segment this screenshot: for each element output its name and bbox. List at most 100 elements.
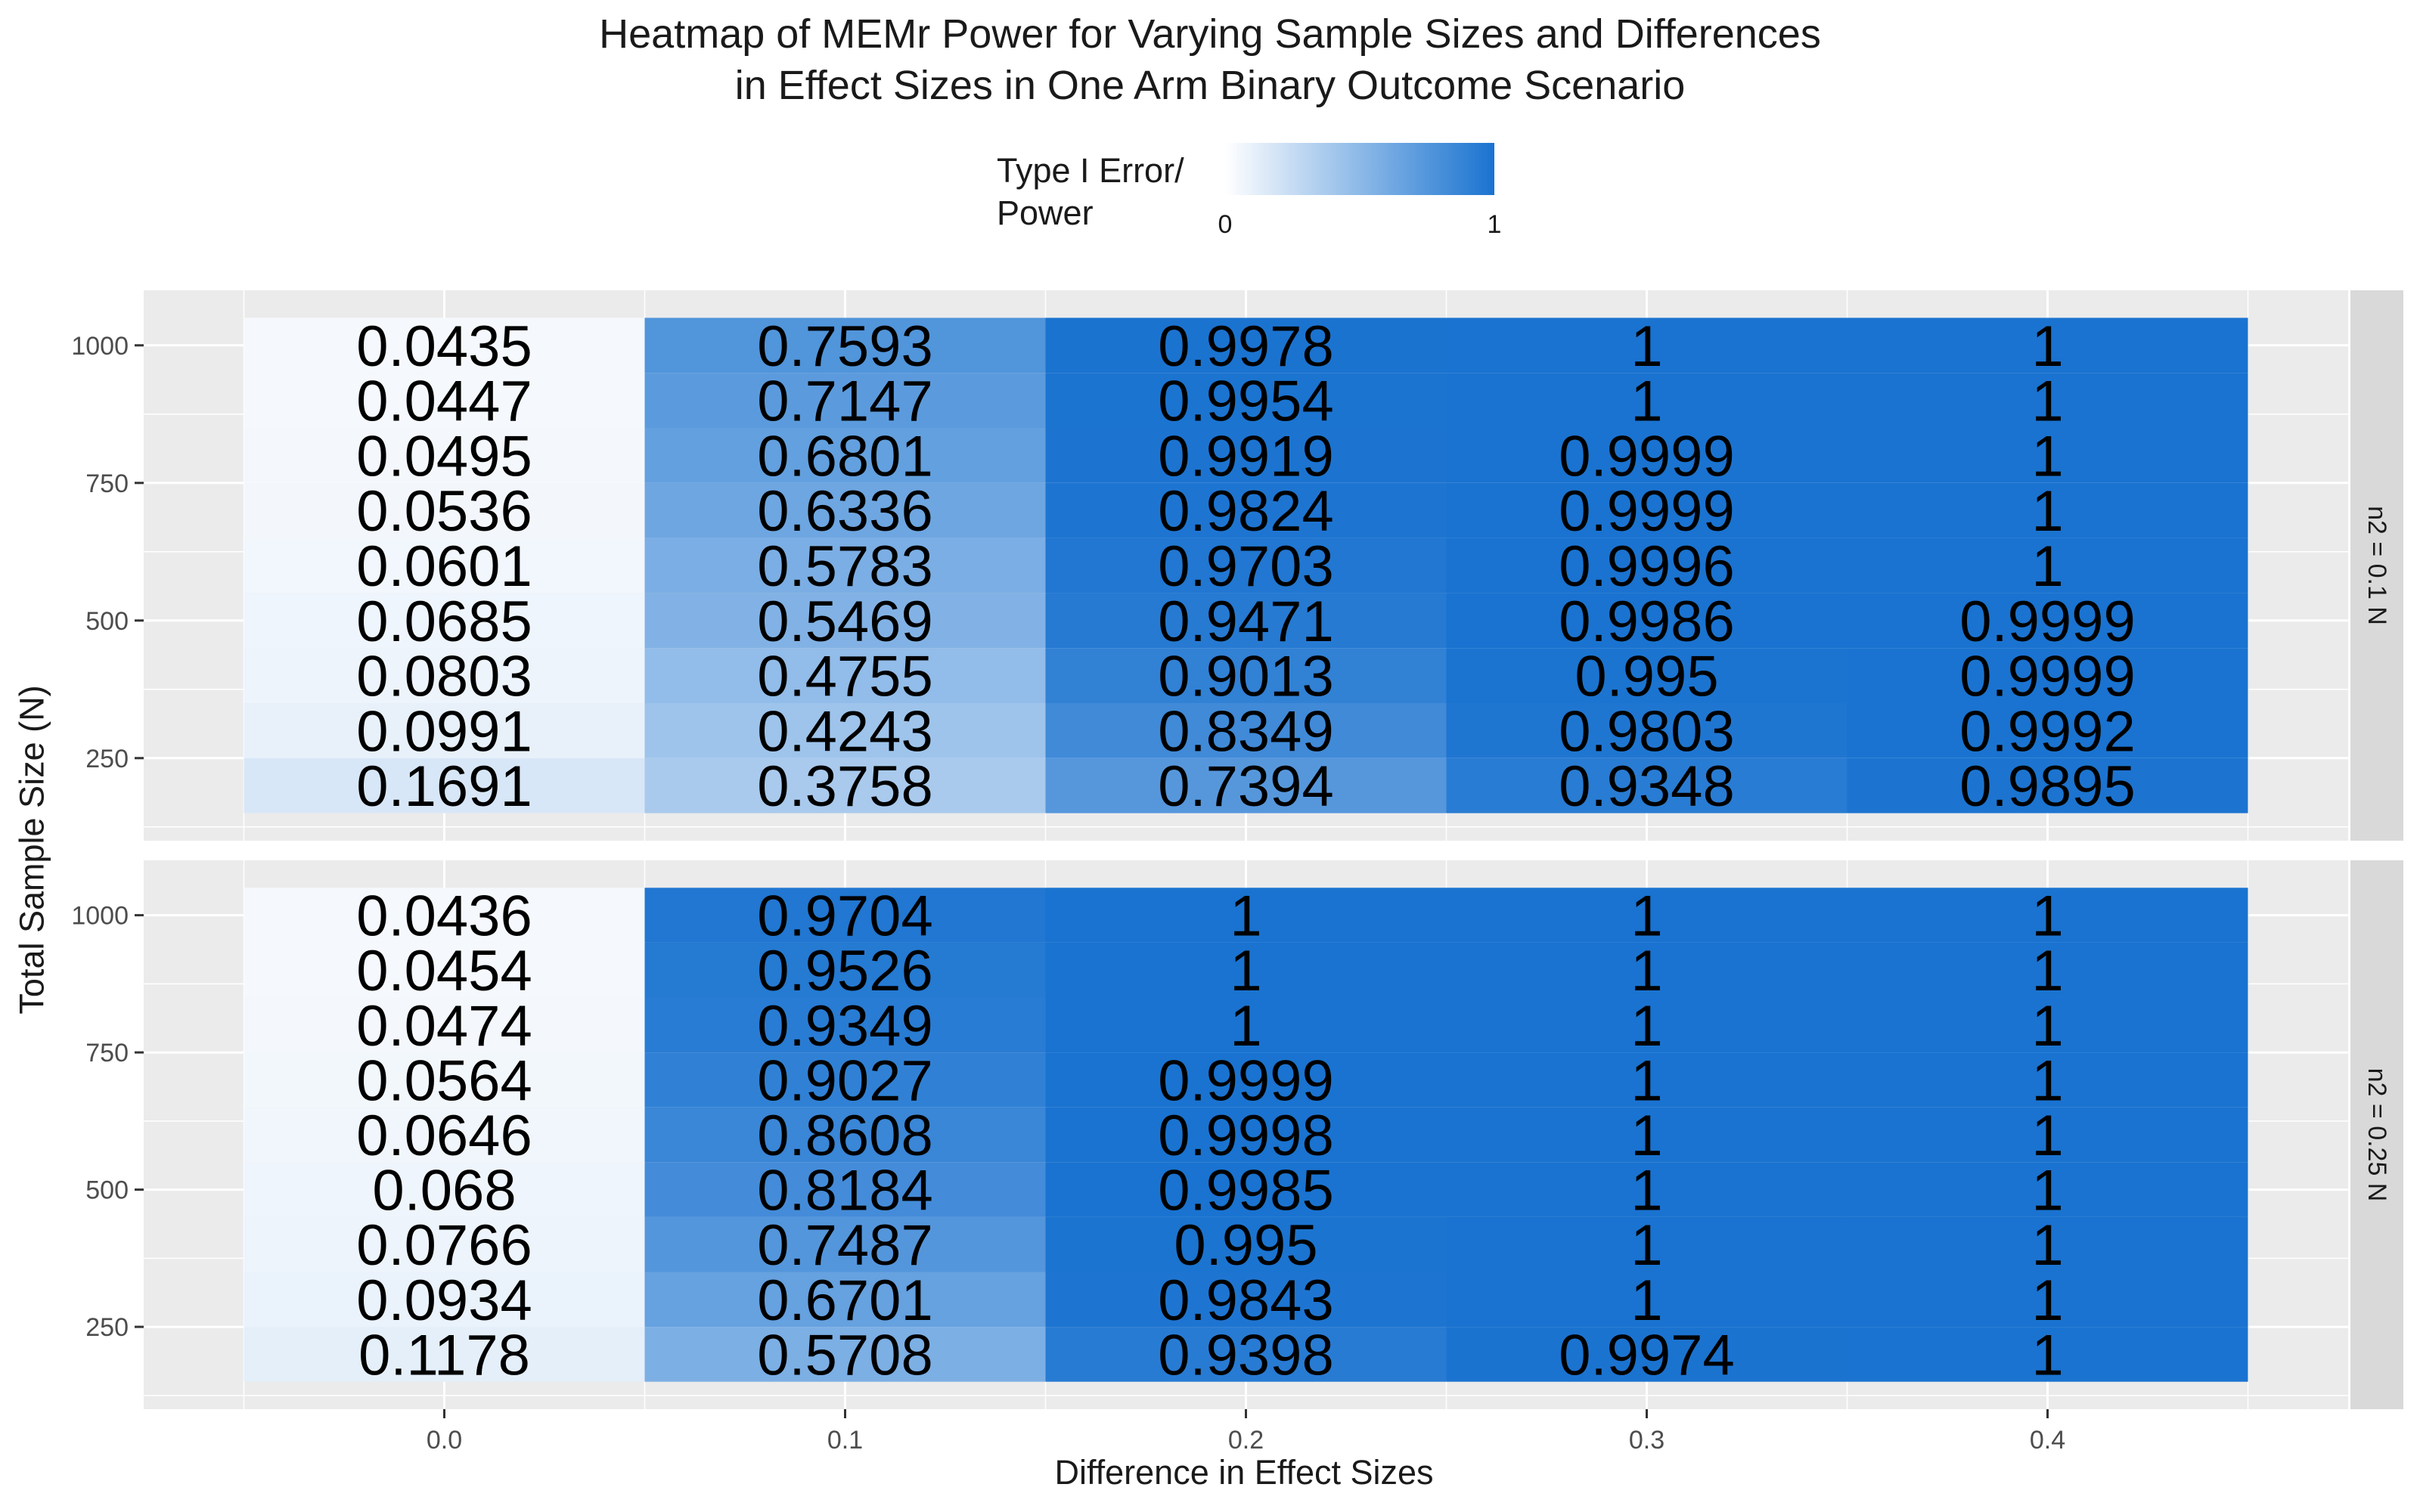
cell-value-label: 0.0685 (356, 590, 532, 654)
cell-value-label: 0.9999 (1559, 479, 1734, 544)
cell-value-label: 0.4243 (757, 699, 932, 764)
cell-value-label: 1 (2031, 1159, 2063, 1223)
heatmap-cell (244, 758, 645, 813)
heatmap-cell (644, 648, 1046, 703)
legend-colorbar (1225, 143, 1494, 195)
heatmap-cell (1446, 648, 1848, 703)
cell-value-label: 1 (1630, 1104, 1662, 1168)
cell-value-label: 1 (2031, 424, 2063, 488)
heatmap-cell (244, 942, 645, 998)
heatmap-cell (1446, 997, 1848, 1053)
heatmap-cell (1446, 758, 1848, 813)
y-tick-label: 1000 (71, 332, 129, 361)
heatmap-cell (644, 318, 1046, 373)
cell-value-label: 0.0991 (356, 699, 532, 764)
heatmap-cell (1045, 942, 1447, 998)
cell-value-label: 1 (1630, 1049, 1662, 1113)
heatmap-cell (1446, 942, 1848, 998)
cell-value-label: 0.9526 (757, 939, 932, 1003)
cell-value-label: 1 (1630, 885, 1662, 949)
heatmap-cell (244, 888, 645, 943)
cell-value-label: 0.9954 (1158, 370, 1333, 434)
y-axis-label: Total Sample Size (N) (12, 685, 51, 1015)
cell-value-label: 1 (2031, 1104, 2063, 1168)
cell-value-label: 0.068 (372, 1159, 516, 1223)
cell-value-label: 1 (1630, 994, 1662, 1058)
cell-value-label: 0.9398 (1158, 1323, 1333, 1387)
cell-value-label: 0.9978 (1158, 314, 1333, 379)
heatmap-cell (1045, 373, 1447, 428)
heatmap-cell (1045, 482, 1447, 538)
heatmap-cell (244, 538, 645, 593)
heatmap-cell (644, 1216, 1046, 1272)
heatmap-cell (1045, 997, 1447, 1053)
heatmap-cell (1045, 888, 1447, 943)
heatmap-cell (1045, 318, 1447, 373)
heatmap-cell (1446, 1052, 1848, 1108)
cell-value-label: 0.7593 (757, 314, 932, 379)
cell-value-label: 1 (1630, 314, 1662, 379)
cell-value-label: 0.8184 (757, 1159, 932, 1223)
heatmap-cell (1847, 482, 2248, 538)
cell-value-label: 1 (2031, 1049, 2063, 1113)
heatmap-cell (244, 703, 645, 758)
cell-value-label: 0.5469 (757, 590, 932, 654)
heatmap-cell (1045, 428, 1447, 483)
cell-value-label: 0.0536 (356, 479, 532, 544)
cell-value-label: 0.9803 (1559, 699, 1734, 764)
cell-value-label: 0.4755 (757, 645, 932, 709)
legend-title: Type I Error/ Power (997, 151, 1184, 232)
cell-value-label: 0.9974 (1559, 1323, 1734, 1387)
cell-value-label: 1 (2031, 994, 2063, 1058)
cell-value-label: 0.9348 (1559, 754, 1734, 819)
cell-value-label: 1 (2031, 885, 2063, 949)
cell-value-label: 0.9471 (1158, 590, 1333, 654)
cell-value-label: 1 (2031, 1213, 2063, 1278)
legend-tick-label: 0 (1218, 210, 1233, 239)
heatmap-cell (244, 648, 645, 703)
cell-value-label: 0.0766 (356, 1213, 532, 1278)
x-tick-label: 0.1 (827, 1426, 863, 1455)
cell-value-label: 0.995 (1575, 645, 1718, 709)
x-tick-label: 0.3 (1629, 1426, 1665, 1455)
heatmap-cell (1847, 648, 2248, 703)
heatmap-cell (1847, 318, 2248, 373)
cell-value-label: 0.0646 (356, 1104, 532, 1168)
x-tick-label: 0.4 (2030, 1426, 2065, 1455)
cell-value-label: 0.9704 (757, 885, 932, 949)
heatmap-cell (644, 373, 1046, 428)
heatmap-cell (1045, 1216, 1447, 1272)
chart-title-line-2: in Effect Sizes in One Arm Binary Outcom… (734, 63, 1686, 108)
x-tick-label: 0.2 (1228, 1426, 1264, 1455)
heatmap-cell (644, 482, 1046, 538)
heatmap-cell (1847, 428, 2248, 483)
heatmap-cell (1045, 703, 1447, 758)
heatmap-cell (1045, 758, 1447, 813)
heatmap-cell (1446, 482, 1848, 538)
heatmap-cell (244, 1162, 645, 1217)
heatmap-cell (244, 1272, 645, 1328)
cell-value-label: 0.9919 (1158, 424, 1333, 488)
cell-value-label: 0.3758 (757, 754, 932, 819)
heatmap-cell (644, 758, 1046, 813)
cell-value-label: 0.0447 (356, 370, 532, 434)
heatmap-cell (1045, 1272, 1447, 1328)
heatmap-cell (644, 1162, 1046, 1217)
cell-value-label: 0.6801 (757, 424, 932, 488)
cell-value-label: 0.9996 (1559, 534, 1734, 599)
cell-value-label: 0.8608 (757, 1104, 932, 1168)
heatmap-cell (1446, 1272, 1848, 1328)
chart-title-line-1: Heatmap of MEMr Power for Varying Sample… (599, 11, 1821, 57)
cell-value-label: 0.9013 (1158, 645, 1333, 709)
cell-value-label: 1 (2031, 1323, 2063, 1387)
cell-value-label: 0.6336 (757, 479, 932, 544)
cell-value-label: 0.9895 (1959, 754, 2135, 819)
cell-value-label: 1 (2031, 939, 2063, 1003)
cell-value-label: 0.0436 (356, 885, 532, 949)
heatmap-cell (1847, 593, 2248, 649)
heatmap-cell (1045, 648, 1447, 703)
cell-value-label: 0.9999 (1559, 424, 1734, 488)
cell-value-label: 1 (1630, 1269, 1662, 1333)
cell-value-label: 0.9992 (1959, 699, 2135, 764)
cell-value-label: 1 (2031, 314, 2063, 379)
